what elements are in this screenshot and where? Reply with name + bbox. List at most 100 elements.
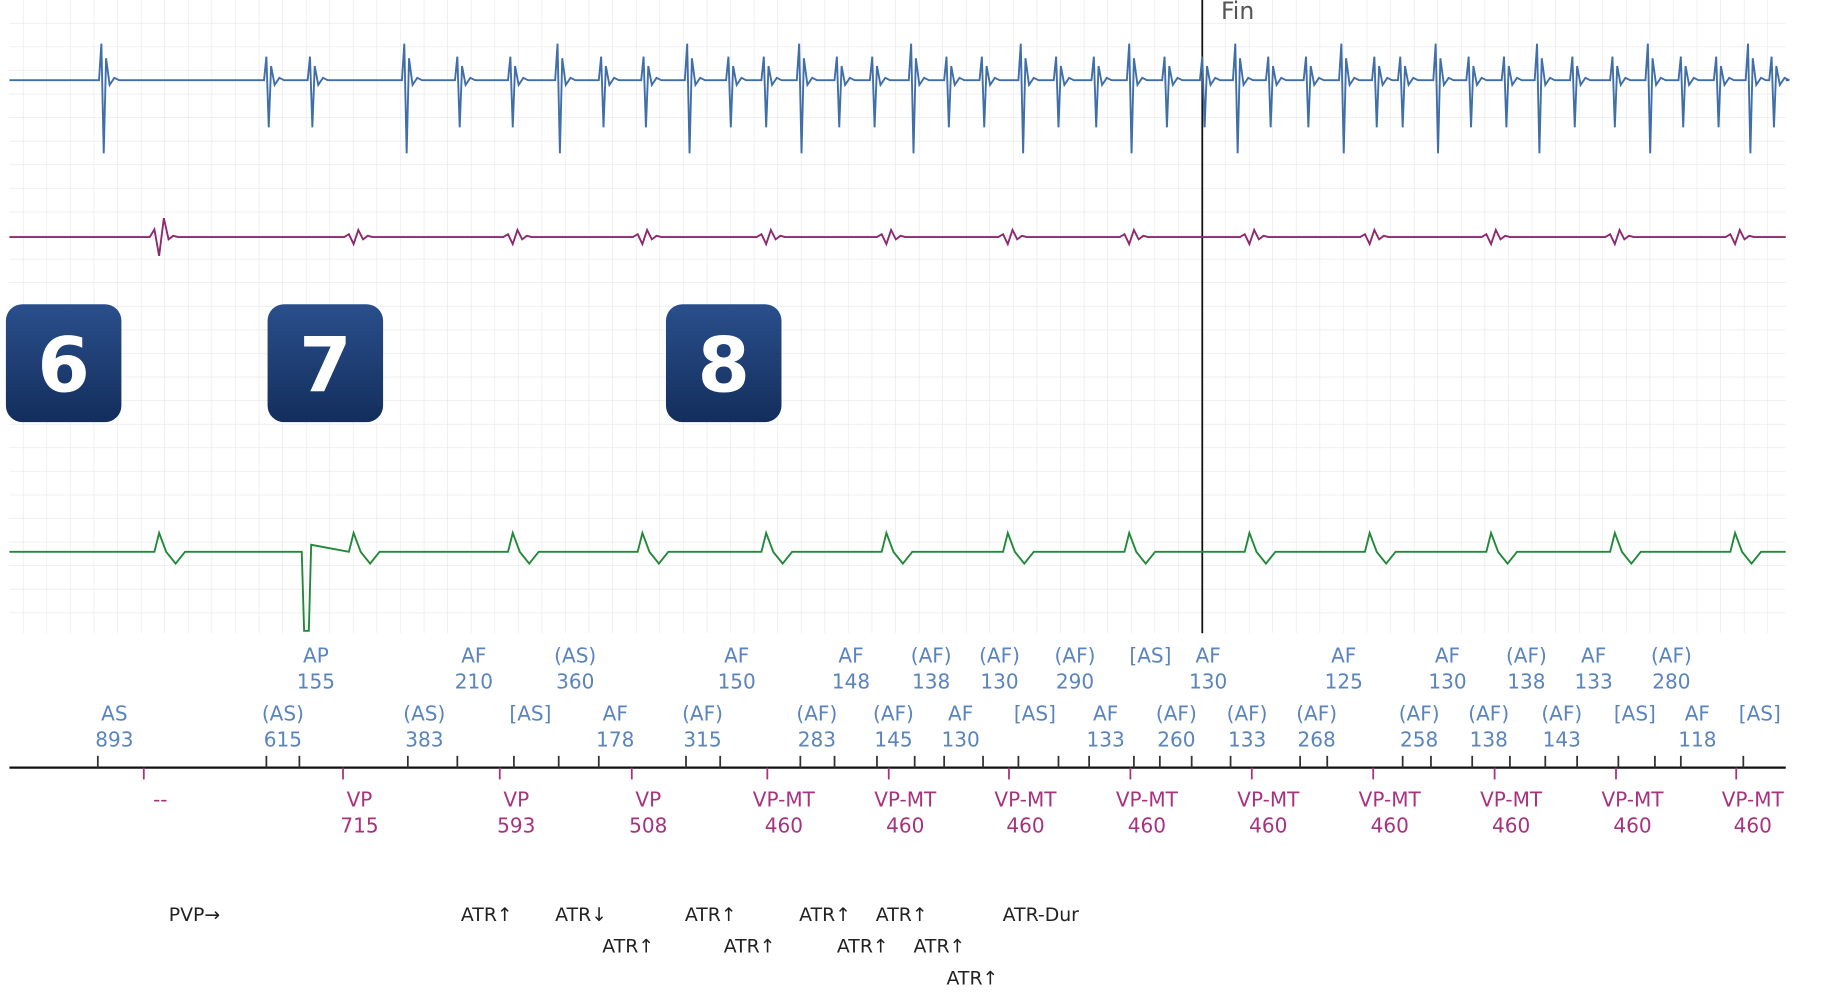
marker-label: (AF) [1055, 644, 1096, 668]
badge-number: 8 [697, 321, 749, 409]
marker-interval: 593 [497, 813, 535, 837]
marker-interval: 715 [340, 813, 378, 837]
marker-label: AF [461, 644, 486, 668]
marker-label: VP-MT [1480, 788, 1543, 812]
shock-trace [9, 529, 1786, 632]
marker-interval: 893 [95, 727, 133, 751]
annotation: ATR↑ [685, 904, 737, 926]
marker-interval: 283 [798, 727, 836, 751]
marker-interval: 130 [1428, 670, 1466, 694]
marker-interval: 268 [1298, 727, 1336, 751]
marker-label: (AF) [682, 701, 723, 725]
marker-label: AF [948, 701, 973, 725]
annotation: PVP→ [169, 904, 220, 926]
marker-label: VP [347, 788, 373, 812]
fin-label: Fin [1221, 0, 1254, 25]
marker-label: AF [1093, 701, 1118, 725]
marker-interval: 130 [980, 670, 1018, 694]
annotation: ATR↑ [602, 936, 654, 958]
marker-interval: 315 [683, 727, 721, 751]
marker-label: (AF) [1156, 701, 1197, 725]
marker-label: (AF) [1651, 644, 1692, 668]
annotation: ATR↑ [461, 904, 513, 926]
marker-interval: 118 [1678, 727, 1716, 751]
marker-interval: 290 [1056, 670, 1094, 694]
marker-label: AF [1581, 644, 1606, 668]
marker-label: VP-MT [1601, 788, 1664, 812]
atrial-trace [9, 43, 1790, 154]
marker-interval: 145 [874, 727, 912, 751]
badge-box [5, 304, 122, 423]
annotation: ATR↑ [876, 904, 928, 926]
marker-label: AP [303, 644, 329, 668]
labels: AP155AF210(AS)360AF150AF148(AF)138(AF)13… [95, 644, 1784, 990]
marker-label: [AS] [1014, 701, 1056, 725]
marker-interval: 460 [1249, 813, 1287, 837]
marker-label: [AS] [1739, 701, 1781, 725]
marker-label: [AS] [509, 701, 551, 725]
marker-label: VP [635, 788, 661, 812]
marker-label: VP-MT [753, 788, 816, 812]
marker-label: VP-MT [1722, 788, 1785, 812]
badge: 7 [267, 304, 384, 423]
marker-interval: 150 [718, 670, 756, 694]
marker-label: VP-MT [874, 788, 937, 812]
marker-label: AF [1685, 701, 1710, 725]
marker-label: [AS] [1614, 701, 1656, 725]
marker-interval: 155 [297, 670, 335, 694]
marker-label: AS [101, 701, 127, 725]
marker-interval: 133 [1087, 727, 1125, 751]
marker-label: (AF) [1468, 701, 1509, 725]
marker-interval: 615 [264, 727, 302, 751]
annotation: ATR↓ [555, 904, 607, 926]
marker-interval: 460 [1371, 813, 1409, 837]
marker-label: AF [603, 701, 628, 725]
marker-label: AF [1196, 644, 1221, 668]
marker-label: (AS) [554, 644, 596, 668]
marker-label: (AF) [1296, 701, 1337, 725]
marker-label: VP-MT [1116, 788, 1179, 812]
marker-interval: 460 [1492, 813, 1530, 837]
annotation: ATR-Dur [1003, 904, 1080, 926]
marker-label: (AF) [911, 644, 952, 668]
marker-interval: 143 [1543, 727, 1581, 751]
badge-number: 7 [299, 321, 351, 409]
marker-interval: 460 [1006, 813, 1044, 837]
marker-interval: 138 [912, 670, 950, 694]
marker-interval: 383 [405, 727, 443, 751]
marker-label: (AS) [262, 701, 304, 725]
marker-interval: 508 [629, 813, 667, 837]
marker-label: AF [838, 644, 863, 668]
marker-interval: 258 [1400, 727, 1438, 751]
annotation: ATR↑ [947, 968, 999, 990]
marker-label: VP-MT [994, 788, 1057, 812]
marker-interval: 260 [1157, 727, 1195, 751]
marker-interval: 460 [1734, 813, 1772, 837]
marker-label: (AF) [796, 701, 837, 725]
badge: 6 [5, 304, 122, 423]
marker-label: (AS) [403, 701, 445, 725]
marker-label: (AF) [1541, 701, 1582, 725]
marker-interval: 130 [1189, 670, 1227, 694]
marker-interval: 460 [886, 813, 924, 837]
marker-interval: 360 [556, 670, 594, 694]
marker-interval: 460 [765, 813, 803, 837]
marker-interval: 460 [1613, 813, 1651, 837]
marker-interval: 133 [1575, 670, 1613, 694]
marker-interval: 138 [1507, 670, 1545, 694]
marker-label: VP [503, 788, 529, 812]
marker-label: VP-MT [1237, 788, 1300, 812]
ventricular-trace [9, 217, 1786, 257]
marker-label: (AF) [979, 644, 1020, 668]
marker-label: AF [724, 644, 749, 668]
marker-label: (AF) [1506, 644, 1547, 668]
marker-label: AF [1435, 644, 1460, 668]
marker-label: (AF) [873, 701, 914, 725]
marker-label: AF [1331, 644, 1356, 668]
badge: 8 [665, 304, 782, 423]
badge-box [267, 304, 384, 423]
traces [9, 43, 1790, 632]
marker-label: -- [153, 788, 167, 812]
marker-interval: 148 [832, 670, 870, 694]
